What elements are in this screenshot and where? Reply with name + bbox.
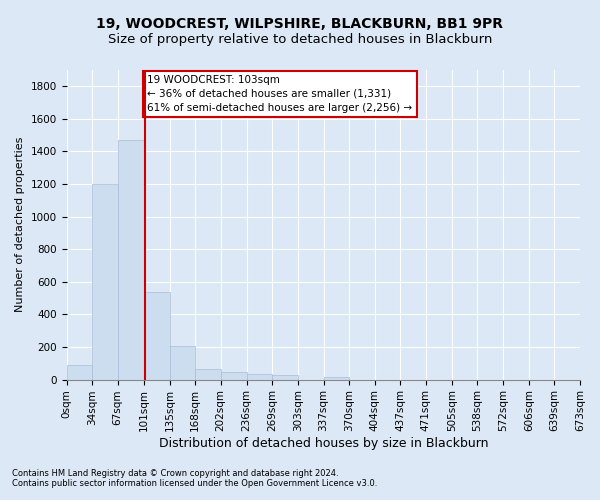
Text: Contains HM Land Registry data © Crown copyright and database right 2024.: Contains HM Land Registry data © Crown c…	[12, 468, 338, 477]
Text: Contains public sector information licensed under the Open Government Licence v3: Contains public sector information licen…	[12, 478, 377, 488]
Bar	[221, 372, 247, 380]
X-axis label: Distribution of detached houses by size in Blackburn: Distribution of detached houses by size …	[158, 437, 488, 450]
Bar	[118, 140, 143, 380]
Bar	[195, 369, 221, 380]
Bar	[92, 184, 118, 380]
Text: 19 WOODCREST: 103sqm
← 36% of detached houses are smaller (1,331)
61% of semi-de: 19 WOODCREST: 103sqm ← 36% of detached h…	[148, 75, 413, 113]
Text: 19, WOODCREST, WILPSHIRE, BLACKBURN, BB1 9PR: 19, WOODCREST, WILPSHIRE, BLACKBURN, BB1…	[97, 18, 503, 32]
Bar	[272, 375, 298, 380]
Bar	[143, 292, 170, 380]
Bar	[170, 346, 195, 380]
Text: Size of property relative to detached houses in Blackburn: Size of property relative to detached ho…	[108, 32, 492, 46]
Bar	[247, 374, 272, 380]
Bar	[67, 365, 92, 380]
Bar	[323, 377, 349, 380]
Y-axis label: Number of detached properties: Number of detached properties	[15, 137, 25, 312]
